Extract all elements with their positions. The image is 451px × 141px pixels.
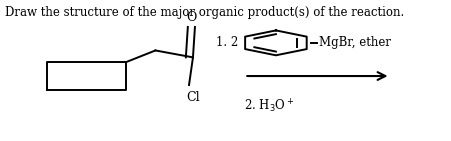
- Text: Draw the structure of the major organic product(s) of the reaction.: Draw the structure of the major organic …: [5, 5, 405, 18]
- Text: 1. 2: 1. 2: [216, 36, 239, 49]
- Text: 2. H$_3$O$^+$: 2. H$_3$O$^+$: [244, 98, 295, 115]
- Text: Cl: Cl: [186, 91, 200, 103]
- Text: O: O: [186, 11, 197, 24]
- Text: MgBr, ether: MgBr, ether: [319, 36, 391, 49]
- FancyArrowPatch shape: [247, 72, 385, 80]
